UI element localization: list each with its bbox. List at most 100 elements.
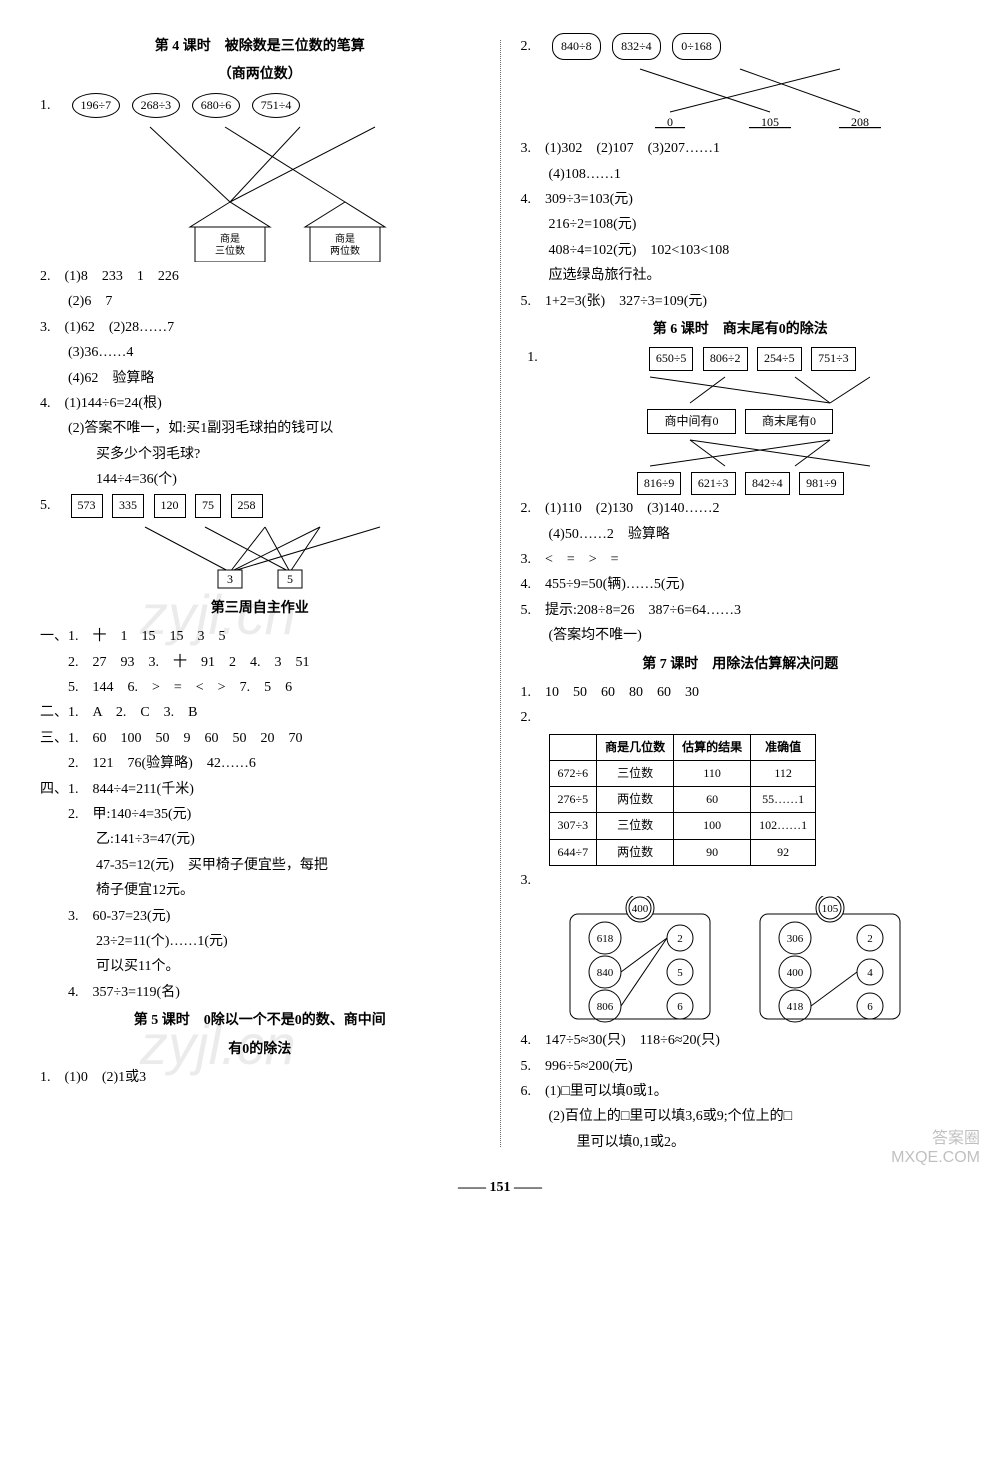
s6-q1-mid: 商中间有0 商末尾有0 — [521, 409, 961, 434]
s6-q5b: (答案均不唯一) — [521, 625, 961, 647]
r-q2: 2. 840÷8 832÷4 0÷168 — [521, 33, 961, 60]
w3-yi2: 2. 27 93 3. 十 91 2 4. 3 51 — [40, 652, 480, 674]
corner-watermark: 答案圈 MXQE.COM — [891, 1129, 980, 1167]
td: 90 — [674, 839, 751, 865]
svg-text:2: 2 — [678, 933, 684, 945]
table-header-row: 商是几位数 估算的结果 准确值 — [549, 734, 816, 760]
s7-q2: 2. — [521, 707, 961, 729]
left-column: 第 4 课时 被除数是三位数的笔算 （商两位数） 1. 196÷7 268÷3 … — [40, 30, 480, 1157]
s7-q3: 3. — [521, 870, 961, 892]
td: 60 — [674, 787, 751, 813]
svg-text:840: 840 — [597, 967, 614, 979]
oval: 680÷6 — [192, 93, 241, 118]
s7-q6b: (2)百位上的□里可以填3,6或9;个位上的□ — [521, 1106, 961, 1128]
th: 准确值 — [751, 734, 816, 760]
table-row: 307÷3 三位数 100 102……1 — [549, 813, 816, 839]
svg-text:418: 418 — [787, 1001, 804, 1013]
s4-q1: 1. 196÷7 268÷3 680÷6 751÷4 — [40, 93, 480, 118]
circle-match-diagram: 400 618 840 806 2 5 6 105 306 400 418 2 — [540, 896, 940, 1026]
s6-q2a: 2. (1)110 (2)130 (3)140……2 — [521, 498, 961, 520]
s7-table: 商是几位数 估算的结果 准确值 672÷6 三位数 110 112 276÷5 … — [549, 734, 817, 866]
section5-title-b: 有0的除法 — [40, 1039, 480, 1061]
box: 75 — [195, 494, 221, 517]
w3-si1: 四、1. 844÷4=211(千米) — [40, 779, 480, 801]
table-row: 276÷5 两位数 60 55……1 — [549, 787, 816, 813]
td: 102……1 — [751, 813, 816, 839]
svg-text:5: 5 — [287, 572, 293, 586]
box: 商末尾有0 — [745, 409, 833, 434]
td: 三位数 — [597, 760, 674, 786]
q-label: 2. — [521, 707, 545, 729]
td: 112 — [751, 760, 816, 786]
q-label: 2. — [521, 36, 545, 58]
box: 621÷3 — [691, 472, 736, 495]
s4-q4d: 144÷4=36(个) — [40, 469, 480, 491]
section6-title: 第 6 课时 商末尾有0的除法 — [521, 319, 961, 341]
house-diagram: 商是 三位数 商是 两位数 — [100, 122, 420, 262]
th — [549, 734, 597, 760]
r-q3b: (4)108……1 — [521, 164, 961, 186]
s4-q2b: (2)6 7 — [40, 291, 480, 313]
td: 三位数 — [597, 813, 674, 839]
s7-q6a: 6. (1)□里可以填0或1。 — [521, 1081, 961, 1103]
svg-text:6: 6 — [868, 1001, 874, 1013]
s4-q4b: (2)答案不唯一，如:买1副羽毛球拍的钱可以 — [40, 418, 480, 440]
w3-si2c: 47-35=12(元) 买甲椅子便宜些，每把 — [40, 855, 480, 877]
cloud: 840÷8 — [552, 33, 601, 60]
svg-text:两位数: 两位数 — [330, 244, 360, 257]
w3-si4: 4. 357÷3=119(名) — [40, 982, 480, 1004]
r-q4a: 4. 309÷3=103(元) — [521, 189, 961, 211]
svg-text:6: 6 — [678, 1001, 684, 1013]
svg-text:商是: 商是 — [335, 232, 355, 245]
corner-l1: 答案圈 — [891, 1129, 980, 1148]
td: 两位数 — [597, 787, 674, 813]
s7-q4: 4. 147÷5≈30(只) 118÷6≈20(只) — [521, 1030, 961, 1052]
svg-text:806: 806 — [597, 1001, 614, 1013]
svg-text:306: 306 — [787, 933, 804, 945]
s7-q5: 5. 996÷5≈200(元) — [521, 1056, 961, 1078]
s6-q1-top: 1. 650÷5 806÷2 254÷5 751÷3 — [521, 347, 961, 370]
r-q3a: 3. (1)302 (2)107 (3)207……1 — [521, 138, 961, 160]
w3-si2a: 2. 甲:140÷4=35(元) — [40, 804, 480, 826]
s5-q1: 1. (1)0 (2)1或3 — [40, 1067, 480, 1089]
box: 120 — [154, 494, 186, 517]
w3-si3a: 3. 60-37=23(元) — [40, 906, 480, 928]
box: 335 — [112, 494, 144, 517]
table-row: 644÷7 两位数 90 92 — [549, 839, 816, 865]
cloud: 0÷168 — [672, 33, 721, 60]
s6-q1-bot: 816÷9 621÷3 842÷4 981÷9 — [521, 472, 961, 495]
box: 254÷5 — [757, 347, 802, 370]
td: 92 — [751, 839, 816, 865]
td: 307÷3 — [549, 813, 597, 839]
s4-q4a: 4. (1)144÷6=24(根) — [40, 393, 480, 415]
r-q5: 5. 1+2=3(张) 327÷3=109(元) — [521, 291, 961, 313]
r-q4d: 应选绿岛旅行社。 — [521, 265, 961, 287]
cloud-diagram: 0 105 208 — [570, 64, 910, 134]
oval: 268÷3 — [132, 93, 181, 118]
svg-text:4: 4 — [868, 967, 874, 979]
s4-q3c: (4)62 验算略 — [40, 368, 480, 390]
svg-text:618: 618 — [597, 933, 614, 945]
column-divider — [500, 40, 501, 1147]
svg-text:5: 5 — [678, 967, 684, 979]
w3-si2d: 椅子便宜12元。 — [40, 880, 480, 902]
svg-text:3: 3 — [227, 572, 233, 586]
svg-text:105: 105 — [749, 115, 791, 129]
box: 商中间有0 — [647, 409, 735, 434]
td: 672÷6 — [549, 760, 597, 786]
w3-er: 二、1. A 2. C 3. B — [40, 702, 480, 724]
box: 650÷5 — [649, 347, 694, 370]
section4-title-b: （商两位数） — [40, 64, 480, 86]
right-column: 2. 840÷8 832÷4 0÷168 0 105 208 3. (1)302… — [521, 30, 961, 1157]
s4-q4c: 买多少个羽毛球? — [40, 444, 480, 466]
s4-q3a: 3. (1)62 (2)28……7 — [40, 317, 480, 339]
svg-text:三位数: 三位数 — [215, 244, 245, 257]
w3-si2b: 乙:141÷3=47(元) — [40, 829, 480, 851]
th: 估算的结果 — [674, 734, 751, 760]
w3-si3b: 23÷2=11(个)……1(元) — [40, 931, 480, 953]
box: 816÷9 — [637, 472, 682, 495]
w3-si3c: 可以买11个。 — [40, 956, 480, 978]
box: 842÷4 — [745, 472, 790, 495]
box: 981÷9 — [799, 472, 844, 495]
w3-san1: 三、1. 60 100 50 9 60 50 20 70 — [40, 728, 480, 750]
